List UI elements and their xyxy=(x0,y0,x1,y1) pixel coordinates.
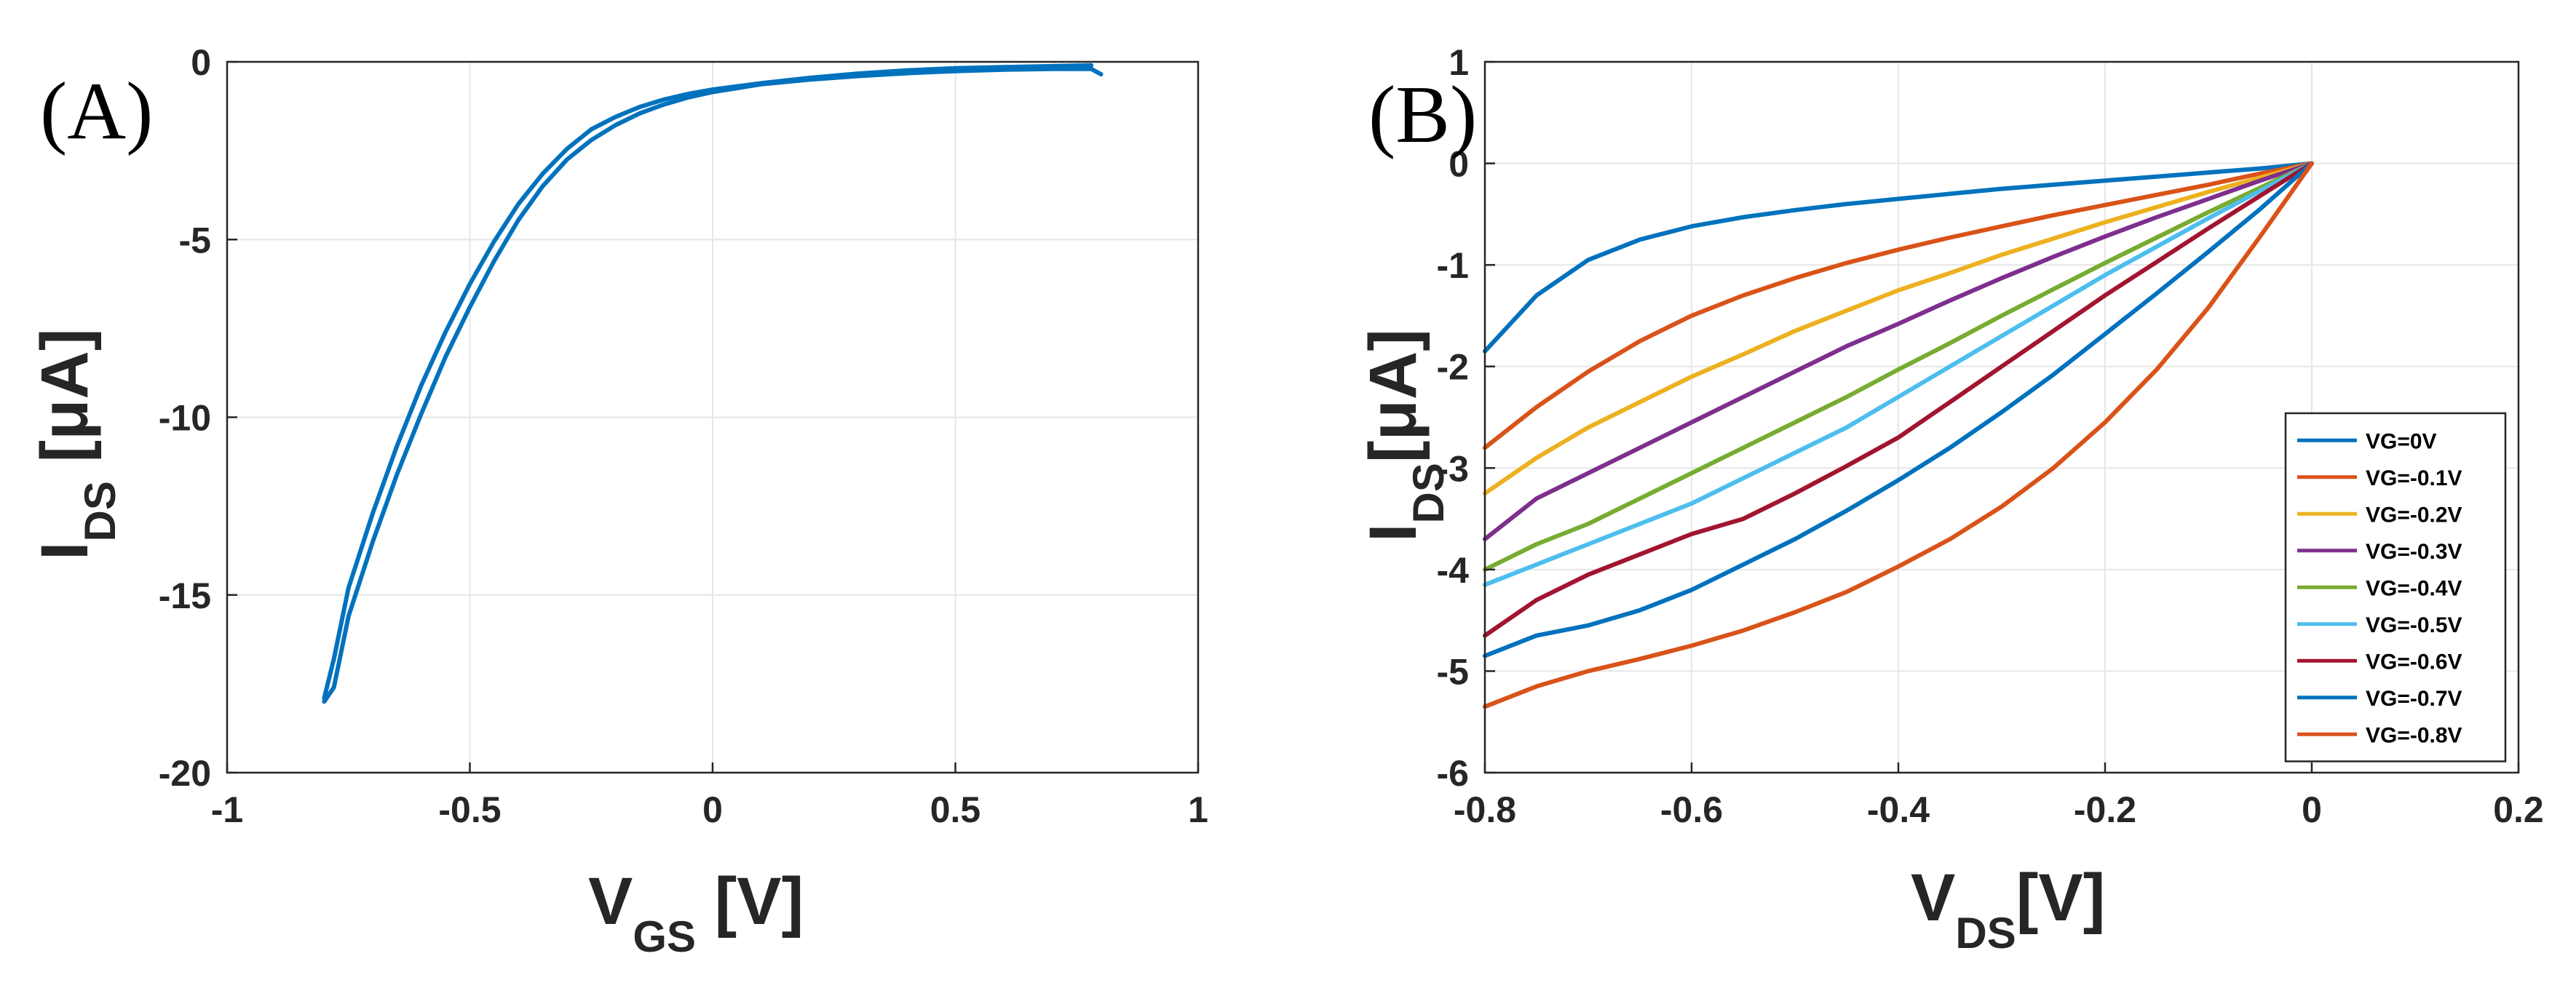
legend-label: VG=-0.7V xyxy=(2366,687,2462,711)
y-tick-label: 0 xyxy=(1448,144,1469,185)
y-tick-label: -3 xyxy=(1437,448,1469,489)
x-tick-label: -0.8 xyxy=(1454,789,1516,830)
series-line-forward-sweep xyxy=(322,66,1103,704)
panel-b-legend: VG=0V VG=-0.1V VG=-0.2V VG=-0.3V VG=-0.4V VG=… xyxy=(2284,412,2507,762)
y-tick-label: 0 xyxy=(191,42,211,83)
legend-label: VG=-0.6V xyxy=(2366,650,2462,674)
legend-label: VG=-0.3V xyxy=(2366,540,2462,564)
series-line-vg-0-6v xyxy=(1483,161,2314,638)
panel-a-ticks: -1 -0.5 0 0.5 1 0 -5 -10 -15 -20 xyxy=(159,42,1208,830)
x-tick-label: 1 xyxy=(1188,789,1208,830)
legend-label: VG=-0.4V xyxy=(2366,576,2462,600)
y-tick-label: -4 xyxy=(1437,550,1470,591)
y-tick-label: -1 xyxy=(1437,245,1469,286)
panel-a-grid xyxy=(226,61,1199,773)
x-tick-label: 0 xyxy=(2302,789,2322,830)
y-tick-label: -2 xyxy=(1437,347,1469,388)
x-tick-label: 0 xyxy=(702,789,723,830)
panel-b-chart: -0.8 -0.6 -0.4 -0.2 0 0.2 1 0 -1 -2 -3 -4 -5 -6 (B) V… xyxy=(1356,42,2544,957)
y-tick-label: -6 xyxy=(1437,753,1469,794)
series-line-vg-0-4v xyxy=(1483,161,2314,572)
panel-b-curves xyxy=(1483,161,2314,709)
series-line-vg-0-2v xyxy=(1483,161,2314,496)
panel-b-x-axis-label: VDS[V] xyxy=(1911,861,2105,957)
legend-label: VG=-0.1V xyxy=(2366,466,2462,490)
series-line-vg-0-1v xyxy=(1483,161,2314,450)
y-tick-label: -5 xyxy=(1437,651,1469,692)
y-tick-label: 1 xyxy=(1448,42,1469,83)
panel-b-y-axis-label: IDS[μA] xyxy=(1356,329,1453,542)
legend-label: VG=-0.2V xyxy=(2366,503,2462,527)
panel-a-label: (A) xyxy=(40,66,153,156)
series-line-reverse-sweep xyxy=(322,63,1094,701)
x-tick-label: -0.2 xyxy=(2074,789,2136,830)
x-tick-label: -0.5 xyxy=(438,789,501,830)
legend-label: VG=-0.5V xyxy=(2366,613,2462,637)
legend-label: VG=-0.8V xyxy=(2366,723,2462,747)
panel-a-y-axis-label: IDS [μA] xyxy=(28,329,124,560)
series-line-vg-0-7v xyxy=(1483,161,2314,658)
series-line-vg-0v xyxy=(1483,161,2314,354)
x-tick-label: -1 xyxy=(211,789,243,830)
y-tick-label: -10 xyxy=(159,398,211,439)
panel-a-chart: -1 -0.5 0 0.5 1 0 -5 -10 -15 -20 (A) VGS [V] IDS … xyxy=(28,42,1208,961)
y-tick-label: -15 xyxy=(159,575,211,616)
panel-b-label: (B) xyxy=(1368,70,1477,160)
series-line-vg-0-5v xyxy=(1483,161,2314,587)
series-line-vg-0-8v xyxy=(1483,161,2314,709)
legend-label: VG=0V xyxy=(2366,429,2437,453)
panel-a-x-axis-label: VGS [V] xyxy=(588,864,804,961)
x-tick-label: 0.2 xyxy=(2493,789,2544,830)
x-tick-label: -0.4 xyxy=(1867,789,1930,830)
panel-b-axes-box xyxy=(1483,60,2520,774)
series-line-vg-0-3v xyxy=(1483,161,2314,541)
x-tick-label: 0.5 xyxy=(930,789,981,830)
panel-b-ticks: -0.8 -0.6 -0.4 -0.2 0 0.2 1 0 -1 -2 -3 -4 -5 -6 xyxy=(1437,42,2544,830)
panel-a-curves xyxy=(322,63,1103,704)
x-tick-label: -0.6 xyxy=(1660,789,1723,830)
y-tick-label: -20 xyxy=(159,753,211,794)
y-tick-label: -5 xyxy=(179,220,211,260)
